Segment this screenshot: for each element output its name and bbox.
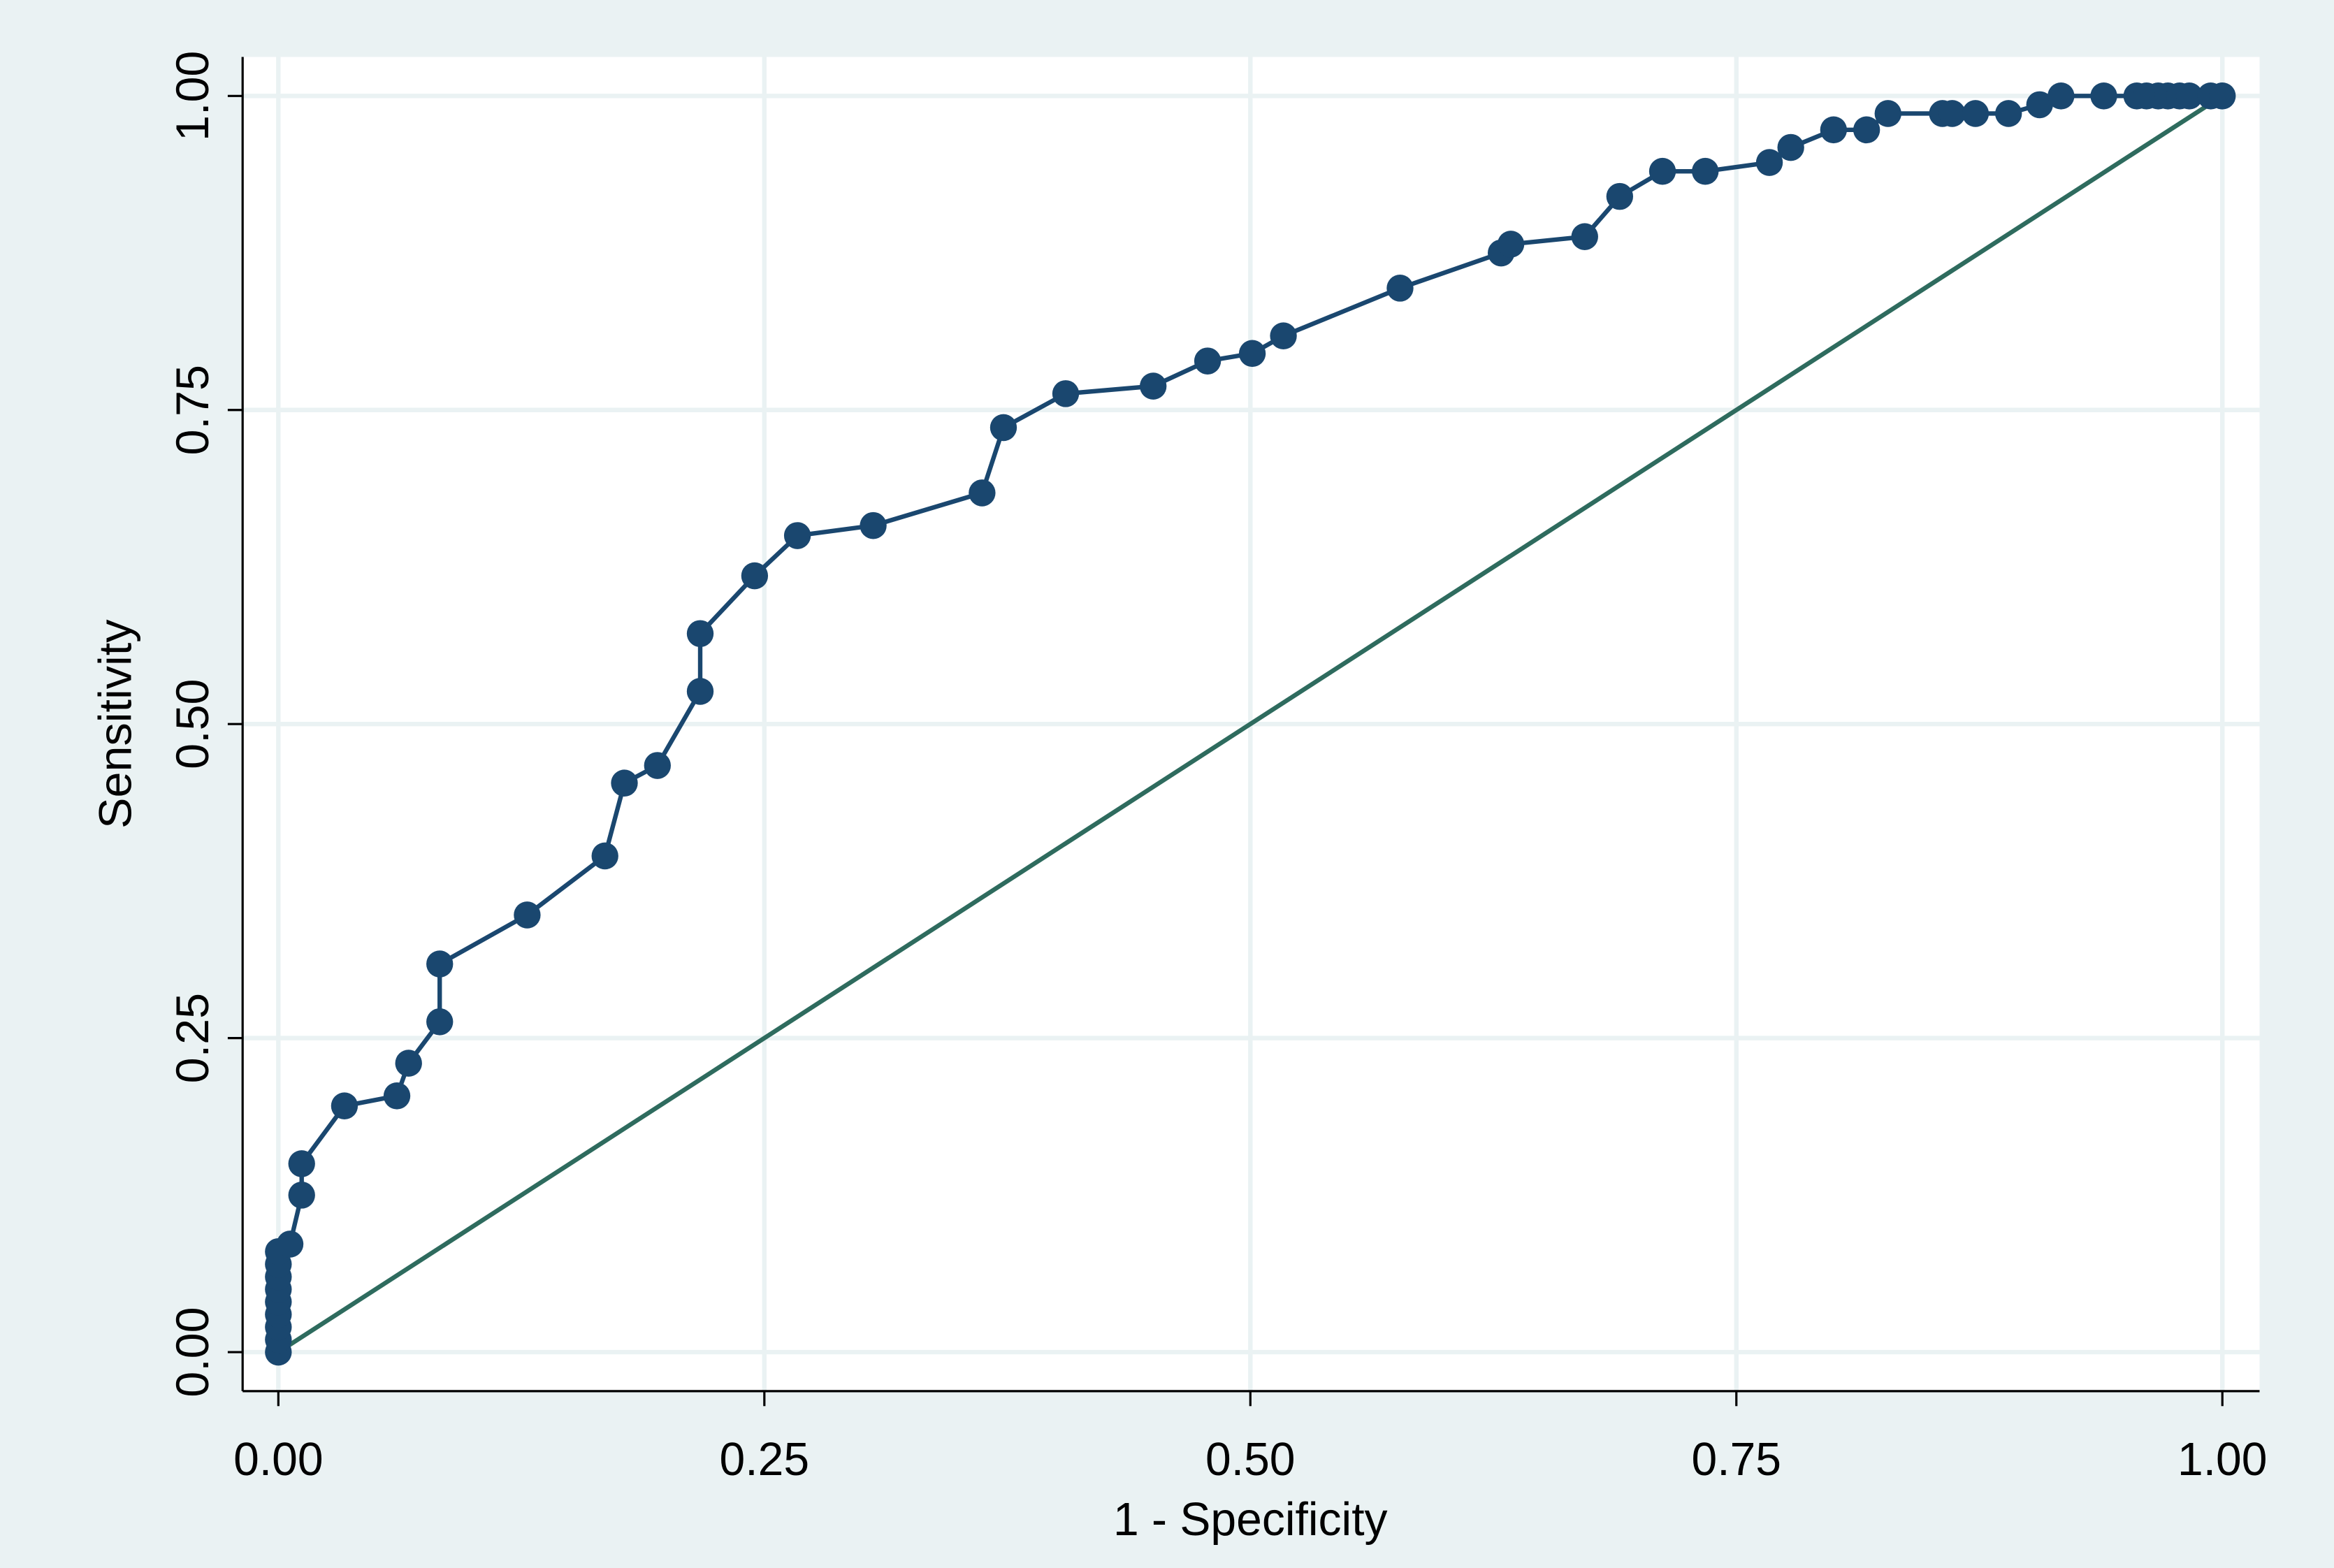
point [591,842,618,870]
point [1995,100,2022,127]
x-tick-label: 0.00 [233,1434,323,1486]
point [288,1150,315,1177]
point [1238,340,1266,368]
point [1194,347,1222,375]
point [1938,100,1966,127]
point [611,769,638,797]
y-tick-label: 0.00 [167,1307,219,1397]
x-tick-label: 1.00 [2177,1434,2267,1486]
line [277,94,2224,1354]
point [1777,133,1804,161]
point [1606,182,1634,210]
point [1755,149,1783,176]
x-axis-label: 1 - Specificity [1113,1494,1388,1546]
point [741,562,769,590]
point [2175,82,2203,110]
point [860,511,887,539]
point [1853,116,1880,144]
point [331,1092,358,1120]
x-tick-label: 0.50 [1205,1434,1295,1486]
point [1386,275,1414,302]
point [686,678,714,705]
point [1052,380,1080,407]
y-tick-label: 1.00 [167,51,219,141]
point [2090,82,2117,110]
point [288,1182,315,1209]
point [969,479,996,507]
point [1270,322,1297,349]
point [783,522,811,549]
y-tick-label: 0.50 [167,678,219,769]
point [395,1050,422,1077]
y-tick-label: 0.25 [167,993,219,1083]
point [1140,372,1167,400]
point [426,950,454,978]
point [426,1008,454,1036]
point [383,1082,411,1110]
point [276,1231,304,1258]
x-tick-label: 0.75 [1692,1434,1781,1486]
point [1648,157,1676,185]
point [644,752,671,779]
point [1692,157,1719,185]
point [514,901,541,929]
point [1874,100,1901,127]
point [1497,231,1525,258]
point [1962,100,1989,127]
point [1571,223,1598,250]
y-axis-label: Sensitivity [90,620,142,829]
x-tick-label: 0.25 [720,1434,809,1486]
y-tick-label: 0.75 [167,365,219,455]
point [990,414,1017,442]
point [2047,82,2075,110]
point [2209,82,2236,110]
point [686,620,714,648]
point [2026,91,2053,119]
point [1820,116,1848,144]
